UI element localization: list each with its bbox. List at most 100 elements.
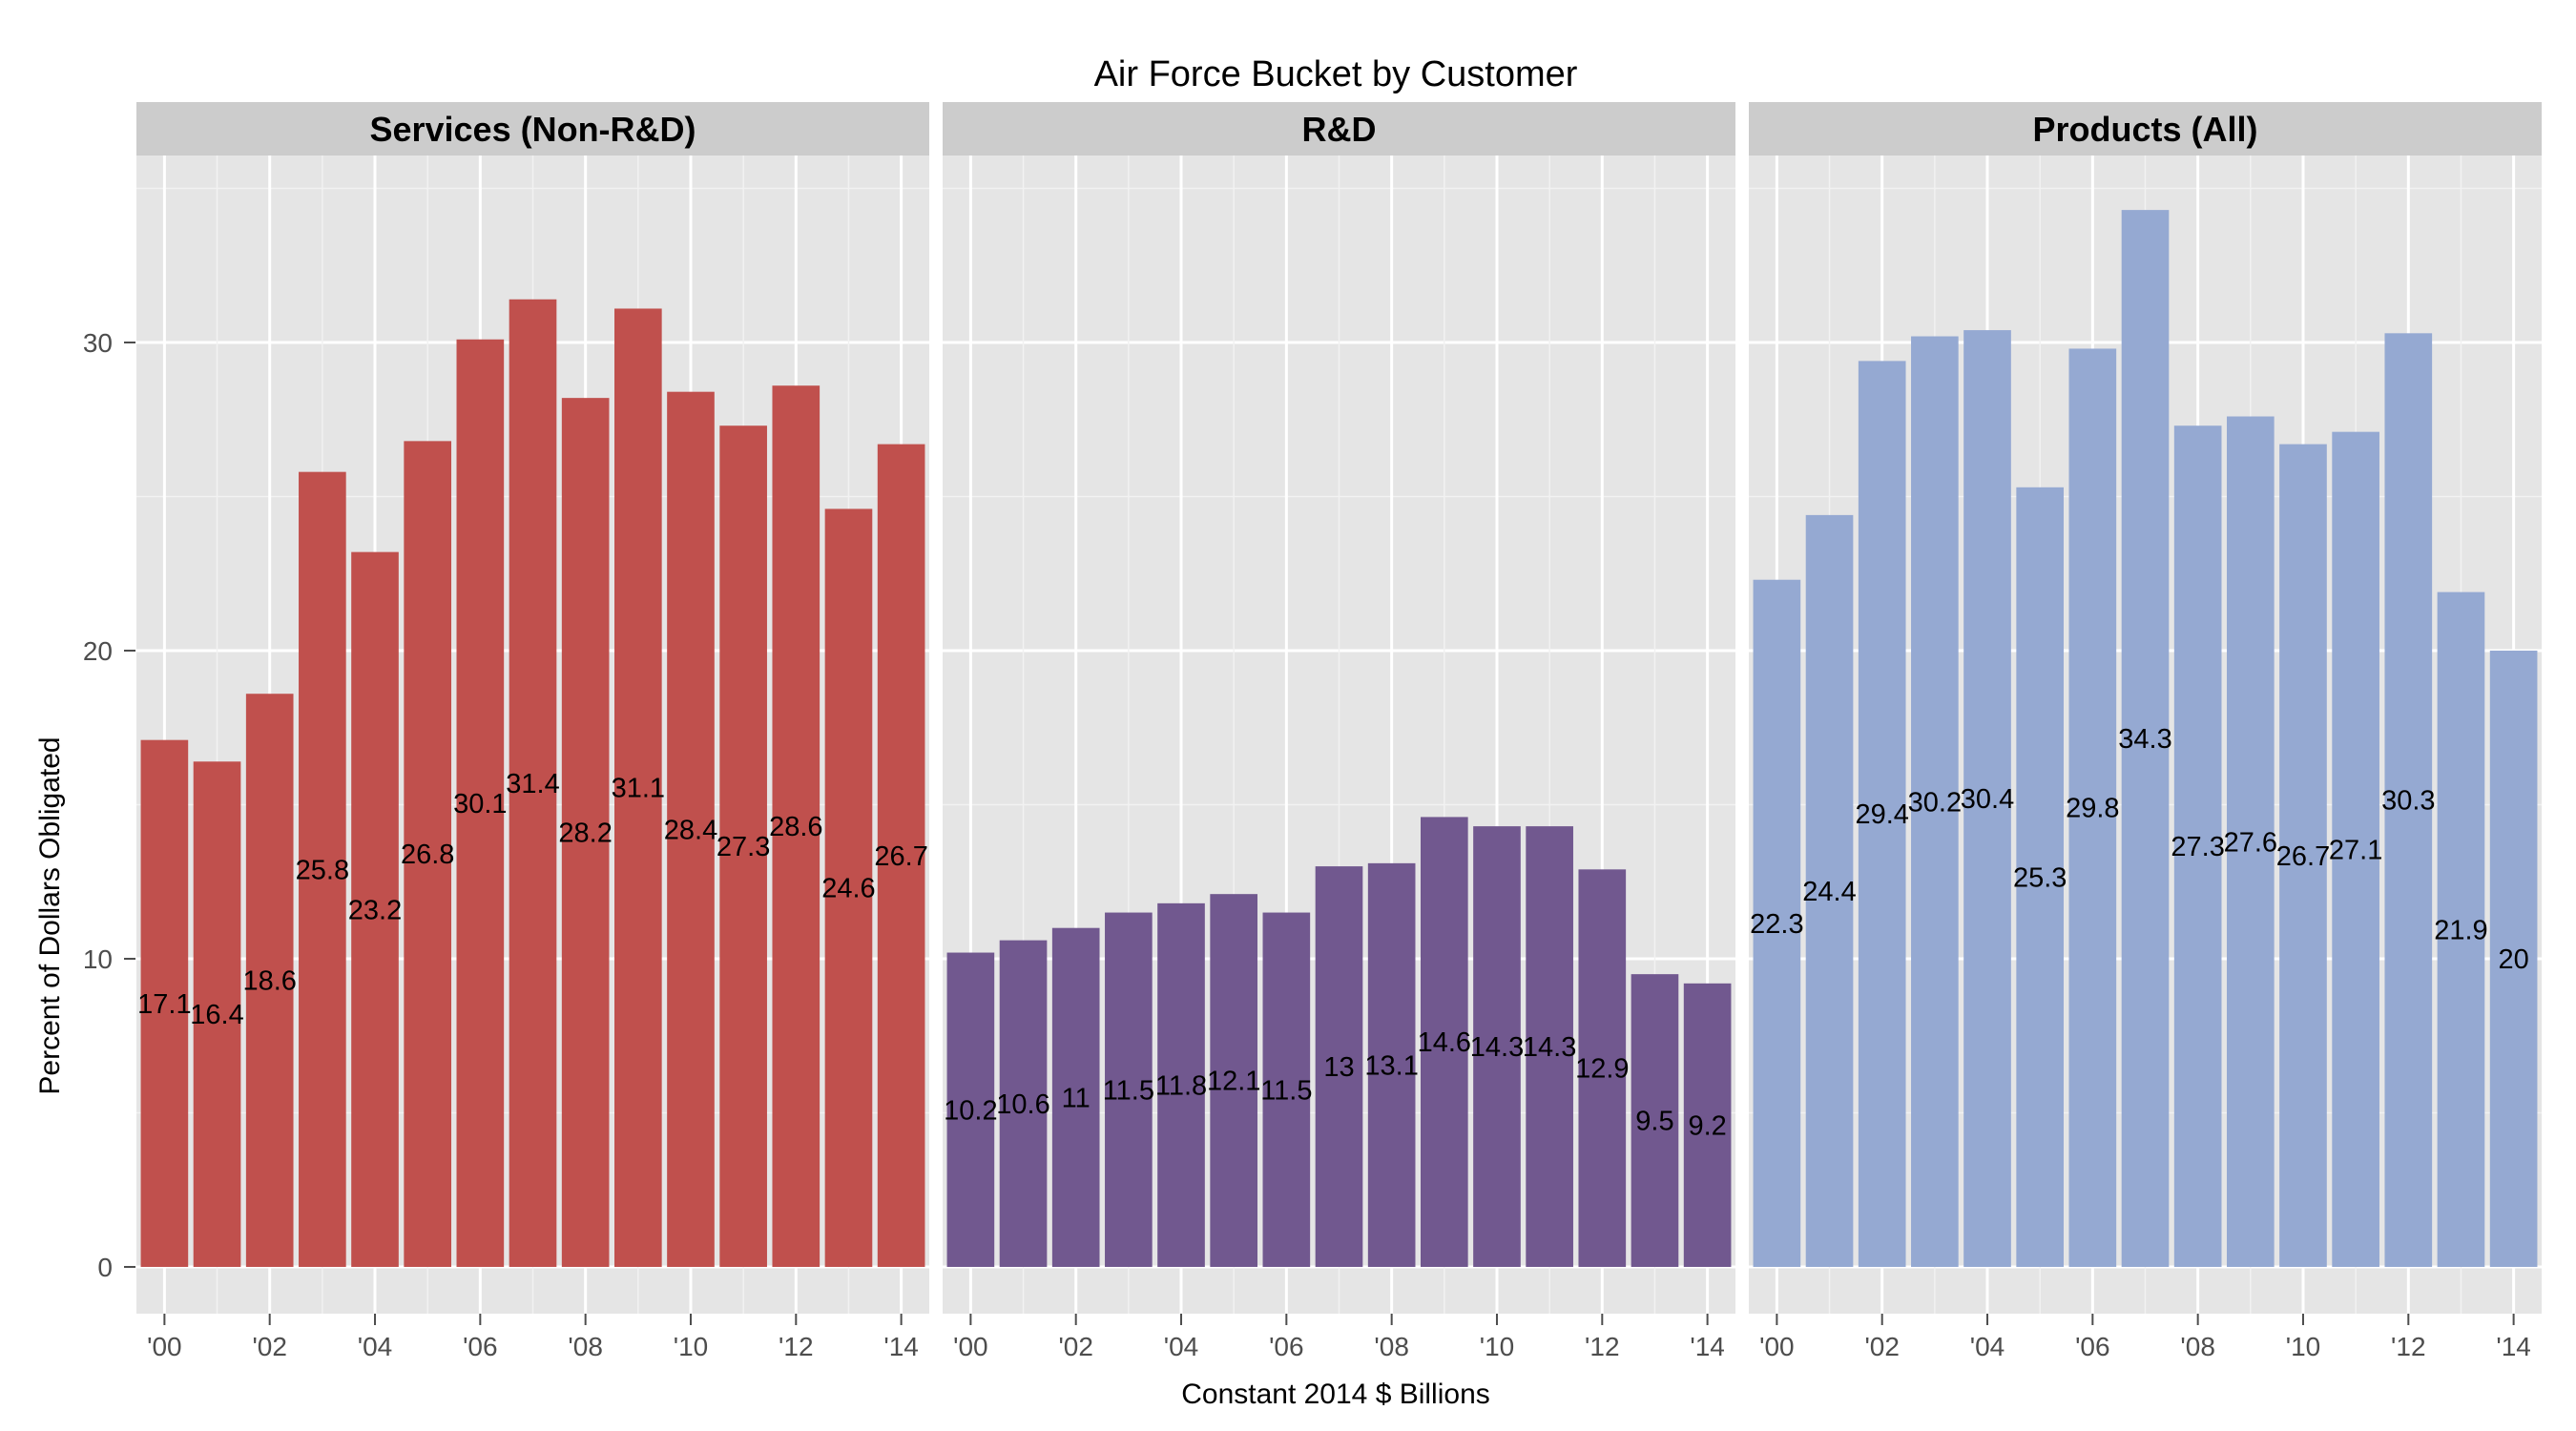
data-label: 31.1 xyxy=(612,774,665,804)
x-tick-label: '08 xyxy=(1374,1332,1409,1361)
data-label: 22.3 xyxy=(1750,909,1803,940)
facet-strip-label: Products (All) xyxy=(2032,110,2257,149)
data-label: 24.6 xyxy=(821,874,875,904)
bar xyxy=(667,391,715,1267)
data-label: 9.5 xyxy=(1635,1107,1673,1137)
data-label: 25.8 xyxy=(296,855,349,885)
data-label: 12.9 xyxy=(1575,1054,1629,1085)
x-tick-label: '08 xyxy=(568,1332,603,1361)
x-tick-label: '04 xyxy=(1970,1332,2005,1361)
bar xyxy=(946,952,995,1267)
data-label: 11.8 xyxy=(1155,1070,1207,1101)
data-label: 30.4 xyxy=(1961,784,2014,815)
bar xyxy=(772,385,821,1268)
x-tick-label: '08 xyxy=(2180,1332,2215,1361)
x-tick-label: '12 xyxy=(779,1332,814,1361)
data-label: 30.1 xyxy=(453,789,507,819)
bar xyxy=(2226,416,2275,1267)
bar xyxy=(1858,361,1906,1267)
bar xyxy=(456,339,505,1267)
data-label: 27.1 xyxy=(2329,835,2382,865)
bar xyxy=(2384,333,2433,1267)
bar xyxy=(1578,869,1627,1267)
data-label: 28.6 xyxy=(769,812,822,842)
data-label: 18.6 xyxy=(242,966,296,997)
bar xyxy=(1631,974,1679,1267)
x-tick-label: '00 xyxy=(953,1332,988,1361)
y-axis-title: Percent of Dollars Obligated xyxy=(34,736,66,1094)
bar xyxy=(245,694,294,1267)
x-tick-label: '14 xyxy=(1690,1332,1725,1361)
x-axis-title: Constant 2014 $ Billions xyxy=(1181,1379,1490,1410)
data-label: 29.8 xyxy=(2066,794,2119,824)
data-label: 16.4 xyxy=(190,1000,243,1030)
data-label: 10.6 xyxy=(996,1089,1049,1120)
data-label: 11 xyxy=(1062,1083,1091,1113)
bar xyxy=(613,308,662,1268)
bar xyxy=(2279,444,2327,1268)
bar xyxy=(2489,651,2538,1267)
x-tick-label: '00 xyxy=(147,1332,182,1361)
chart-title: Air Force Bucket by Customer xyxy=(1094,54,1578,94)
facet-panels: Services (Non-R&D) 17.116.418.6 25.8 23.2 26… xyxy=(136,102,2542,1361)
y-axis-tick-labels: 0 10 20 30 xyxy=(83,328,135,1282)
data-label: 11.5 xyxy=(1260,1075,1312,1106)
data-label: 9.2 xyxy=(1688,1110,1726,1141)
bar xyxy=(2068,348,2117,1268)
data-label: 17.1 xyxy=(137,989,191,1020)
x-tick-label: '10 xyxy=(2286,1332,2321,1361)
data-label: 26.8 xyxy=(401,840,454,870)
data-label: 34.3 xyxy=(2118,724,2171,755)
data-label: 30.2 xyxy=(1908,787,1962,818)
bar xyxy=(719,425,767,1268)
bar xyxy=(1526,826,1573,1267)
x-tick-label: '12 xyxy=(2391,1332,2426,1361)
x-tick-label: '00 xyxy=(1759,1332,1795,1361)
x-tick-label: '02 xyxy=(1864,1332,1900,1361)
data-label: 13 xyxy=(1323,1052,1354,1083)
data-label: 10.2 xyxy=(944,1095,997,1126)
bar xyxy=(1963,330,2011,1268)
bar xyxy=(1753,579,1801,1267)
bar xyxy=(1315,866,1363,1267)
bar xyxy=(1051,927,1100,1267)
data-label: 25.3 xyxy=(2013,862,2067,893)
bar xyxy=(561,398,610,1267)
data-label: 26.7 xyxy=(2276,841,2330,872)
data-label: 14.3 xyxy=(1470,1032,1524,1063)
y-tick-label: 10 xyxy=(83,944,113,974)
x-tick-label: '14 xyxy=(2496,1332,2531,1361)
data-label: 26.7 xyxy=(874,841,927,872)
x-tick-label: '10 xyxy=(674,1332,709,1361)
data-label: 28.2 xyxy=(558,819,612,849)
facet-strip xyxy=(943,102,1735,156)
facet-panel: Services (Non-R&D) 17.116.418.6 25.8 23.2 26… xyxy=(136,102,929,1361)
bar xyxy=(1367,862,1416,1267)
x-tick-label: '10 xyxy=(1480,1332,1515,1361)
x-tick-label: '06 xyxy=(463,1332,498,1361)
bar xyxy=(1805,514,1854,1267)
y-tick-label: 0 xyxy=(97,1253,113,1282)
data-label: 30.3 xyxy=(2381,786,2435,817)
bar xyxy=(1105,912,1153,1267)
data-label: 14.6 xyxy=(1418,1027,1471,1058)
bar xyxy=(1683,983,1732,1267)
data-label: 27.3 xyxy=(2171,832,2224,862)
data-label: 29.4 xyxy=(1855,799,1908,830)
data-label: 27.6 xyxy=(2224,827,2277,858)
x-tick-label: '14 xyxy=(883,1332,919,1361)
bar xyxy=(1262,912,1311,1267)
bar xyxy=(2437,591,2485,1267)
bar xyxy=(877,444,925,1268)
x-tick-label: '06 xyxy=(2075,1332,2110,1361)
x-tick-label: '02 xyxy=(1058,1332,1093,1361)
data-label: 24.4 xyxy=(1802,877,1856,907)
bar xyxy=(824,508,873,1267)
data-label: 31.4 xyxy=(506,769,559,799)
facet-panel: R&D10.210.6 11 11.5 11.8 12.1 11.513 13.114.61… xyxy=(943,102,1735,1361)
bar xyxy=(1210,894,1258,1267)
bar xyxy=(2173,425,2222,1268)
data-label: 12.1 xyxy=(1207,1067,1260,1097)
x-tick-label: '06 xyxy=(1269,1332,1304,1361)
bar xyxy=(999,940,1048,1267)
